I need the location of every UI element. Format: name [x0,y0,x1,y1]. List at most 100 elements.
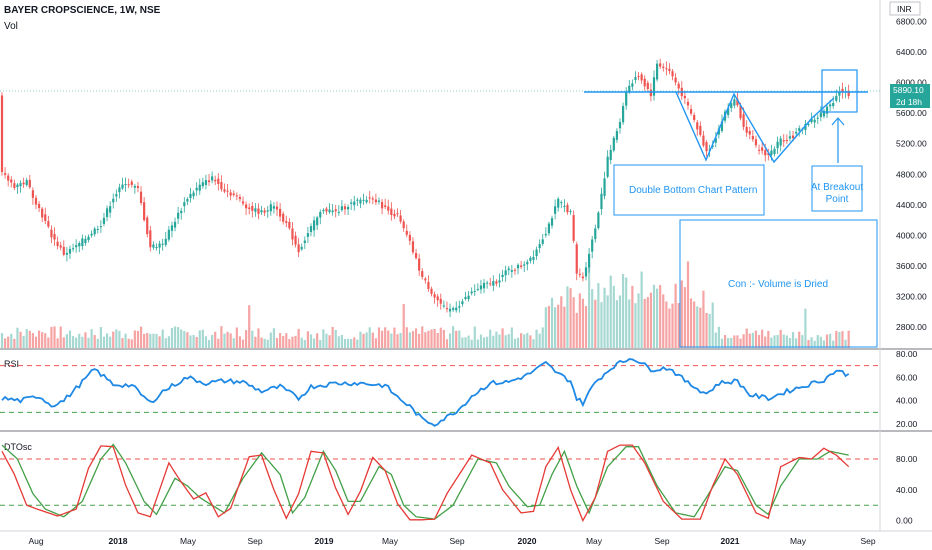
price-candle [56,241,59,247]
price-candle [479,285,483,290]
volume-bar [486,336,489,348]
volume-bar [112,331,115,348]
price-candle [102,217,106,224]
volume-bar [340,334,343,348]
volume-dried-label: Con :- Volume is Dried [728,279,828,290]
volume-bar [436,332,439,348]
volume-bar [384,327,387,348]
price-candle [223,189,226,192]
price-candle [198,184,201,191]
volume-bar [374,338,377,348]
volume-bar [476,339,479,348]
volume-bar [3,338,7,348]
volume-bar [130,339,133,348]
rsi-tick-label: 40.00 [896,396,918,406]
price-candle [396,213,399,215]
volume-bar [56,338,59,348]
price-candle [50,229,53,238]
volume-bar [535,329,538,348]
volume-bar [418,333,421,348]
volume-bar [544,307,547,348]
volume-bar [186,332,189,348]
price-candle [183,202,186,207]
volume-bar [844,339,847,348]
price-candle [418,258,421,271]
price-candle [649,89,652,97]
volume-bar [495,331,498,348]
volume-bar [75,337,78,348]
volume-bar [53,326,56,348]
price-candle [306,233,310,237]
dto-label: DTOsc [4,442,32,452]
last-price-badge [890,84,930,96]
volume-bar [696,306,699,348]
volume-bar [634,303,637,348]
currency-box [889,1,921,16]
volume-bar [241,339,245,348]
price-candle [588,253,591,268]
volume-bar [711,302,714,348]
price-candle [204,180,208,185]
price-candle [115,194,118,197]
volume-bar [16,327,19,348]
price-candle [312,220,316,231]
price-candle [569,210,572,212]
price-candle [504,270,507,276]
price-candle [810,119,813,123]
time-axis-label: May [586,536,603,546]
price-candle [554,206,557,214]
price-candle [180,210,183,214]
volume-bar [195,336,198,348]
volume-bar [686,261,690,348]
price-candle [785,139,788,141]
volume-bar [575,312,578,348]
price-candle [538,244,541,249]
price-candle [628,85,631,92]
volume-bar [714,332,717,348]
price-candle [217,178,220,184]
volume-bar [28,330,31,348]
price-candle [631,83,634,87]
volume-bar [408,332,411,348]
price-candle [696,122,699,130]
volume-bar [665,301,668,348]
volume-bar [739,338,742,348]
price-candle [816,117,819,119]
volume-bar [350,339,353,348]
price-candle [161,243,164,245]
volume-bar [433,329,436,348]
volume-bar [93,335,96,348]
volume-bar [751,332,754,348]
price-candle [467,295,470,300]
price-candle [736,98,739,106]
price-candle [584,267,588,277]
volume-bar [90,329,93,348]
price-candle [603,178,606,196]
price-candle [177,212,180,219]
volume-bar [105,333,109,348]
volume-bar [380,330,384,348]
dto-slow-line [1,443,849,520]
volume-bar [736,335,739,348]
price-candle [498,280,501,283]
countdown-value: 2d 18h [896,97,922,107]
volume-bar [44,333,47,348]
price-candle [266,210,269,212]
price-candle [550,218,554,226]
price-candle [316,217,319,226]
price-candle [452,308,455,310]
price-candle [155,246,158,248]
volume-bar [269,332,272,348]
price-candle [832,102,835,107]
price-candle [720,121,724,132]
volume-bar [81,336,84,348]
price-candle [476,288,479,290]
price-candle [365,199,368,203]
pattern-label-box [613,164,765,216]
volume-bar [127,338,130,348]
price-candle [711,145,714,147]
price-candle [31,190,34,198]
price-candle [748,131,751,135]
volume-bar [217,338,220,348]
